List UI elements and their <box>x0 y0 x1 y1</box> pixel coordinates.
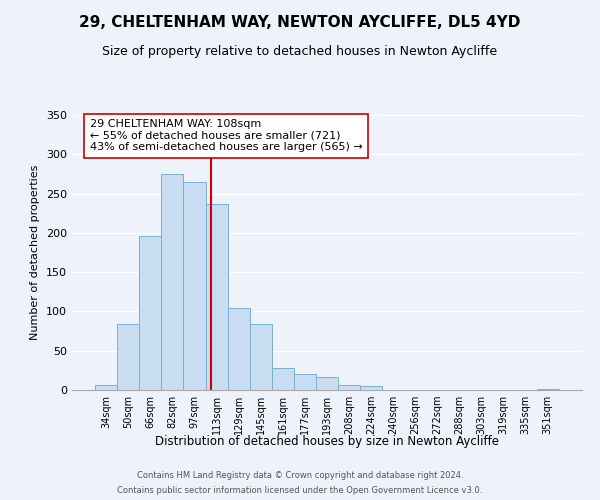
Bar <box>360 386 382 390</box>
Text: 29, CHELTENHAM WAY, NEWTON AYCLIFFE, DL5 4YD: 29, CHELTENHAM WAY, NEWTON AYCLIFFE, DL5… <box>79 15 521 30</box>
Y-axis label: Number of detached properties: Number of detached properties <box>31 165 40 340</box>
Bar <box>294 374 316 390</box>
Bar <box>250 324 272 390</box>
Bar <box>272 368 294 390</box>
Bar <box>95 386 117 390</box>
Text: Distribution of detached houses by size in Newton Aycliffe: Distribution of detached houses by size … <box>155 435 499 448</box>
Bar <box>537 389 559 390</box>
Bar <box>316 378 338 390</box>
Bar <box>338 384 360 390</box>
Bar <box>117 324 139 390</box>
Text: 29 CHELTENHAM WAY: 108sqm
← 55% of detached houses are smaller (721)
43% of semi: 29 CHELTENHAM WAY: 108sqm ← 55% of detac… <box>90 119 362 152</box>
Bar <box>184 182 206 390</box>
Text: Contains HM Land Registry data © Crown copyright and database right 2024.: Contains HM Land Registry data © Crown c… <box>137 471 463 480</box>
Bar <box>161 174 184 390</box>
Text: Size of property relative to detached houses in Newton Aycliffe: Size of property relative to detached ho… <box>103 45 497 58</box>
Bar <box>227 308 250 390</box>
Bar <box>139 236 161 390</box>
Text: Contains public sector information licensed under the Open Government Licence v3: Contains public sector information licen… <box>118 486 482 495</box>
Bar <box>206 204 227 390</box>
